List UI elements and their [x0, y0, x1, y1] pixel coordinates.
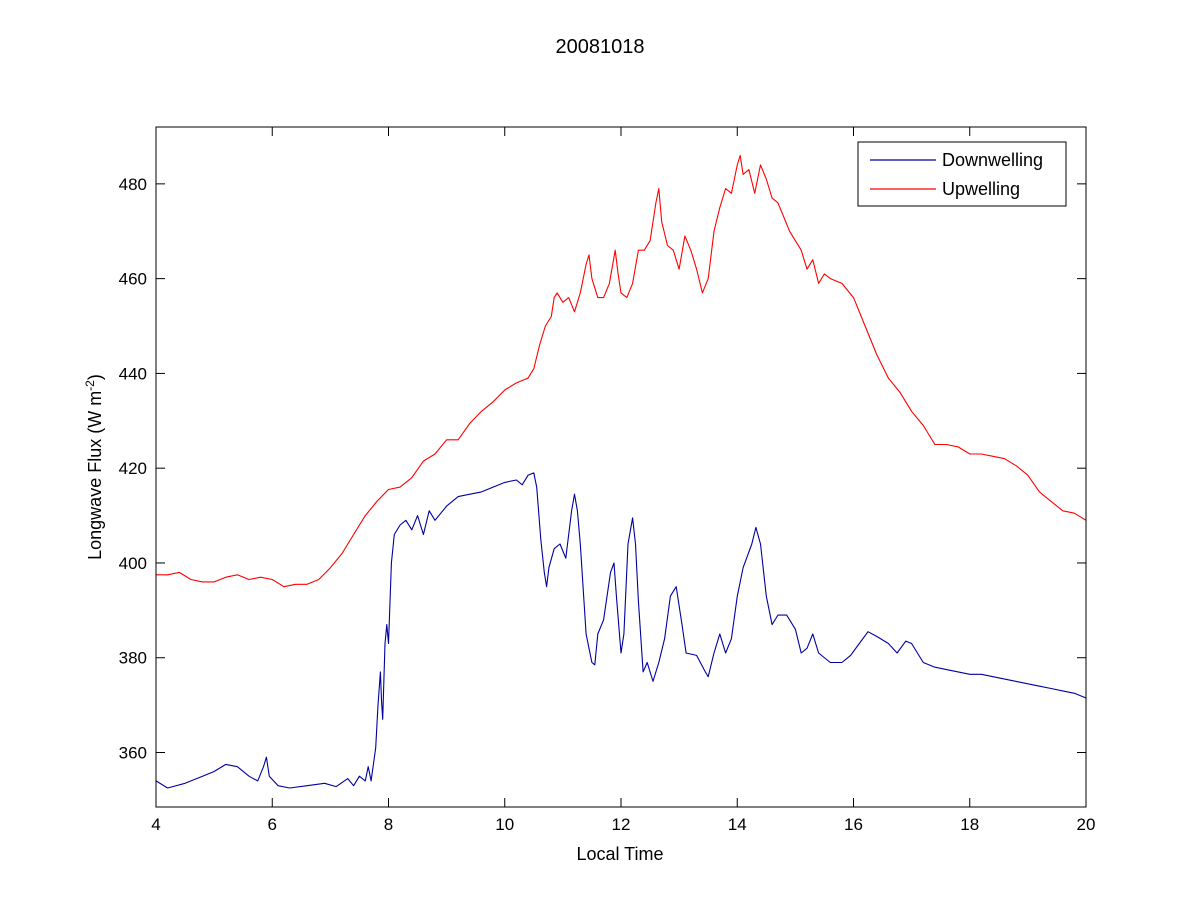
- x-tick-label: 18: [960, 815, 979, 834]
- y-axis-label-superscript: -2: [83, 380, 97, 391]
- x-tick-label: 14: [728, 815, 747, 834]
- x-axis-label: Local Time: [576, 844, 663, 864]
- series-line-downwelling: [155, 472, 1087, 789]
- y-tick-label: 440: [119, 364, 147, 383]
- legend-label-downwelling: Downwelling: [942, 150, 1043, 170]
- x-tick-label: 8: [384, 815, 393, 834]
- y-tick-label: 480: [119, 175, 147, 194]
- plot-area: [156, 127, 1086, 807]
- chart-title: 20081018: [556, 36, 645, 58]
- y-axis-label-text: Longwave Flux (W m: [85, 391, 105, 560]
- x-tick-label: 20: [1077, 815, 1096, 834]
- series-line-upwelling: [156, 154, 1087, 588]
- x-tick-label: 12: [612, 815, 631, 834]
- y-axis-label: Longwave Flux (W m-2): [83, 374, 105, 560]
- y-tick-label: 420: [119, 459, 147, 478]
- y-axis-label-close: ): [85, 374, 105, 380]
- y-tick-label: 460: [119, 270, 147, 289]
- x-tick-label: 16: [844, 815, 863, 834]
- legend-label-upwelling: Upwelling: [942, 179, 1020, 199]
- series-layer: [155, 154, 1087, 789]
- axes-layer: 4 6 8 10 12 14 16 18 20 360 380 400 420 440 460 480: [119, 126, 1096, 834]
- y-tick-label: 380: [119, 649, 147, 668]
- legend-box: [857, 141, 1067, 207]
- x-tick-label: 6: [268, 815, 277, 834]
- x-tick-label: 10: [495, 815, 514, 834]
- legend: Downwelling Upwelling: [857, 141, 1067, 207]
- y-tick-label: 400: [119, 554, 147, 573]
- plot-background: [156, 127, 1086, 807]
- y-tick-label: 360: [119, 744, 147, 763]
- x-tick-label: 4: [151, 815, 160, 834]
